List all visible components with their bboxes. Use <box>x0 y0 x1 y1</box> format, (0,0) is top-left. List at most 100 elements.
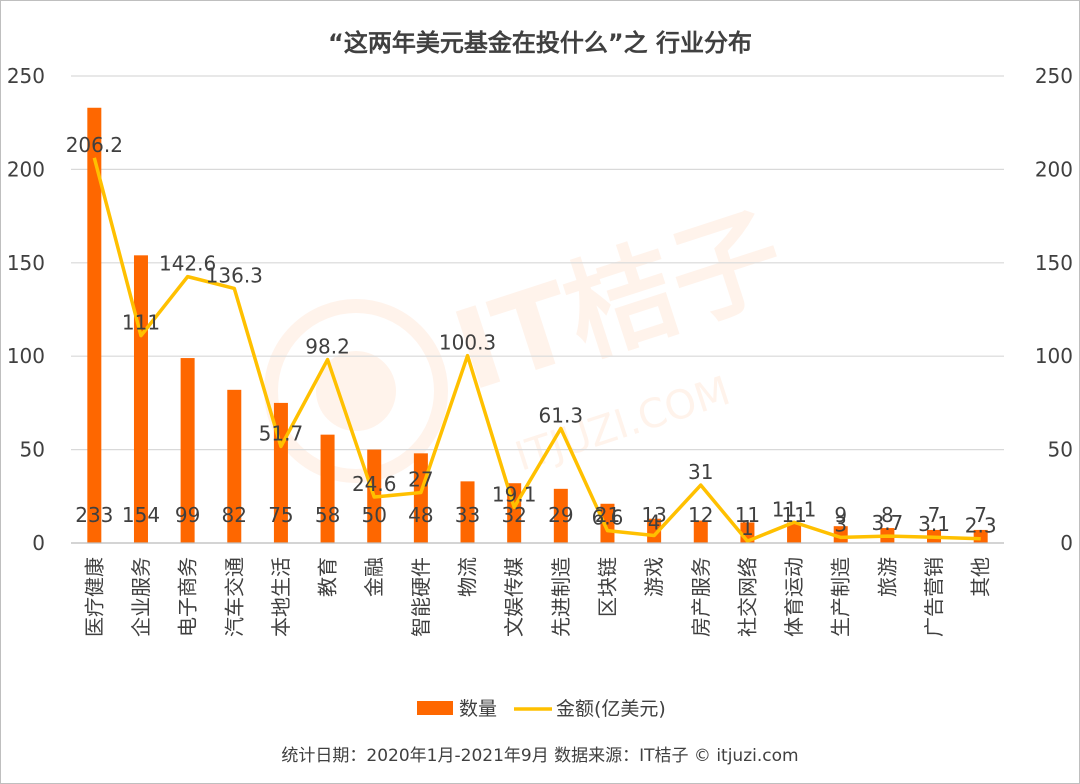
bar-value-label: 9 <box>834 503 847 527</box>
x-tick-label: 本地生活 <box>269 557 293 637</box>
y2-tick-label: 100 <box>1035 344 1073 368</box>
footer-source-note: 统计日期：2020年1月-2021年9月 数据来源：IT桔子 © itjuzi.… <box>281 746 799 766</box>
line-value-label: 3 <box>834 512 847 536</box>
x-tick-label: 企业服务 <box>129 557 153 637</box>
y2-tick-label: 150 <box>1035 251 1073 275</box>
watermark-logo-core <box>316 351 396 431</box>
x-tick-label: 文娱传媒 <box>502 557 526 637</box>
watermark-logo-ring <box>264 299 448 483</box>
x-tick-label: 广告营销 <box>922 557 946 637</box>
bar-value-label: 82 <box>222 503 247 527</box>
watermark: IT桔子 ITJUZI.COM <box>264 190 799 483</box>
bar <box>180 358 195 543</box>
line-value-label: 142.6 <box>159 252 216 276</box>
bar-value-label: 7 <box>974 503 987 527</box>
legend-label-count: 数量 <box>459 698 497 720</box>
y-tick-label: 150 <box>7 251 45 275</box>
line-value-label: 1 <box>741 516 754 540</box>
x-tick-label: 游戏 <box>642 557 666 597</box>
line-value-label: 111 <box>122 311 160 335</box>
bar-value-label: 50 <box>361 503 386 527</box>
line-series <box>92 157 981 543</box>
bar-value-label: 99 <box>175 503 200 527</box>
x-tick-label: 生产制造 <box>829 557 853 637</box>
bar-value-label: 32 <box>501 503 526 527</box>
bar <box>553 488 568 543</box>
y2-tick-label: 0 <box>1060 531 1073 555</box>
x-tick-label: 物流 <box>456 557 480 597</box>
line-value-label: 100.3 <box>439 331 496 355</box>
bar-value-label: 75 <box>268 503 293 527</box>
bar <box>460 481 475 543</box>
bar <box>320 434 335 543</box>
bar-value-label: 11 <box>735 503 760 527</box>
line-path <box>92 157 981 543</box>
y2-tick-label: 200 <box>1035 157 1073 181</box>
line-value-label: 51.7 <box>259 421 304 445</box>
bar-value-label: 48 <box>408 503 433 527</box>
x-tick-label: 区块链 <box>595 557 619 617</box>
bar-value-label: 29 <box>548 503 573 527</box>
x-tick-label: 旅游 <box>875 557 899 597</box>
line-value-label: 2.3 <box>965 514 997 538</box>
x-tick-label: 电子商务 <box>176 557 200 637</box>
watermark-brand: IT桔子 <box>439 190 798 416</box>
bar <box>600 503 615 543</box>
line-value-label: 98.2 <box>305 335 350 359</box>
bar <box>693 520 708 543</box>
line-value-label: 27 <box>408 468 433 492</box>
y-tick-label: 200 <box>7 157 45 181</box>
chart-title: “这两年美元基金在投什么”之 行业分布 <box>328 29 752 57</box>
y-tick-label: 100 <box>7 344 45 368</box>
x-tick-label: 先进制造 <box>549 557 573 637</box>
legend-label-amount: 金额(亿美元) <box>556 698 666 720</box>
y2-tick-label: 50 <box>1048 438 1073 462</box>
bar-value-label: 11 <box>781 503 806 527</box>
bar-value-label: 33 <box>455 503 480 527</box>
line-value-label: 206.2 <box>66 133 123 157</box>
x-tick-label: 教育 <box>316 557 340 597</box>
line-value-label: 61.3 <box>539 403 584 427</box>
y-axis-right: 0 50 100 150 200 250 <box>1035 64 1073 555</box>
x-tick-label: 医疗健康 <box>82 557 106 637</box>
bar <box>227 389 242 543</box>
y-tick-label: 50 <box>20 438 45 462</box>
bar-value-label: 58 <box>315 503 340 527</box>
legend-swatch-bar <box>417 701 453 715</box>
line-value-label: 3.7 <box>871 511 903 535</box>
x-tick-label: 体育运动 <box>782 557 806 637</box>
line-value-label: 136.3 <box>206 263 263 287</box>
line-value-label: 3.1 <box>918 512 950 536</box>
bar <box>87 107 102 544</box>
x-tick-label: 社交网络 <box>735 557 759 637</box>
y2-tick-label: 250 <box>1035 64 1073 88</box>
bar-value-label: 233 <box>75 503 113 527</box>
x-tick-label: 金融 <box>362 557 386 597</box>
bar <box>133 255 148 543</box>
x-tick-label: 智能硬件 <box>409 557 433 637</box>
legend: 数量 金额(亿美元) <box>417 698 666 720</box>
y-axis-left: 0 50 100 150 200 250 <box>7 64 45 555</box>
line-value-label: 31 <box>688 460 713 484</box>
x-tick-label: 房产服务 <box>689 557 713 637</box>
bar <box>413 453 428 543</box>
bar-data-labels: 233 154 99 82 75 58 50 48 33 32 29 21 13 12 11 11 9 8 7 7 <box>75 503 987 527</box>
bar-value-label: 154 <box>122 503 160 527</box>
bar-value-label: 7 <box>928 503 941 527</box>
x-tick-label: 汽车交通 <box>222 557 246 637</box>
bar-value-label: 13 <box>641 503 666 527</box>
line-value-label: 6.6 <box>592 506 624 530</box>
line-value-label: 24.6 <box>352 472 397 496</box>
bar-value-label: 12 <box>688 503 713 527</box>
bar <box>787 522 802 543</box>
bar-value-label: 21 <box>595 503 620 527</box>
line-value-label: 11.1 <box>772 497 817 521</box>
line-value-label: 4 <box>648 511 661 535</box>
line-value-label: 19.1 <box>492 482 537 506</box>
x-axis: 医疗健康 企业服务 电子商务 汽车交通 本地生活 教育 金融 智能硬件 物流 文娱传媒 先进制造 区块… <box>71 542 1004 637</box>
bar-series <box>87 107 988 544</box>
bar <box>647 518 662 543</box>
y-tick-label: 0 <box>32 531 45 555</box>
